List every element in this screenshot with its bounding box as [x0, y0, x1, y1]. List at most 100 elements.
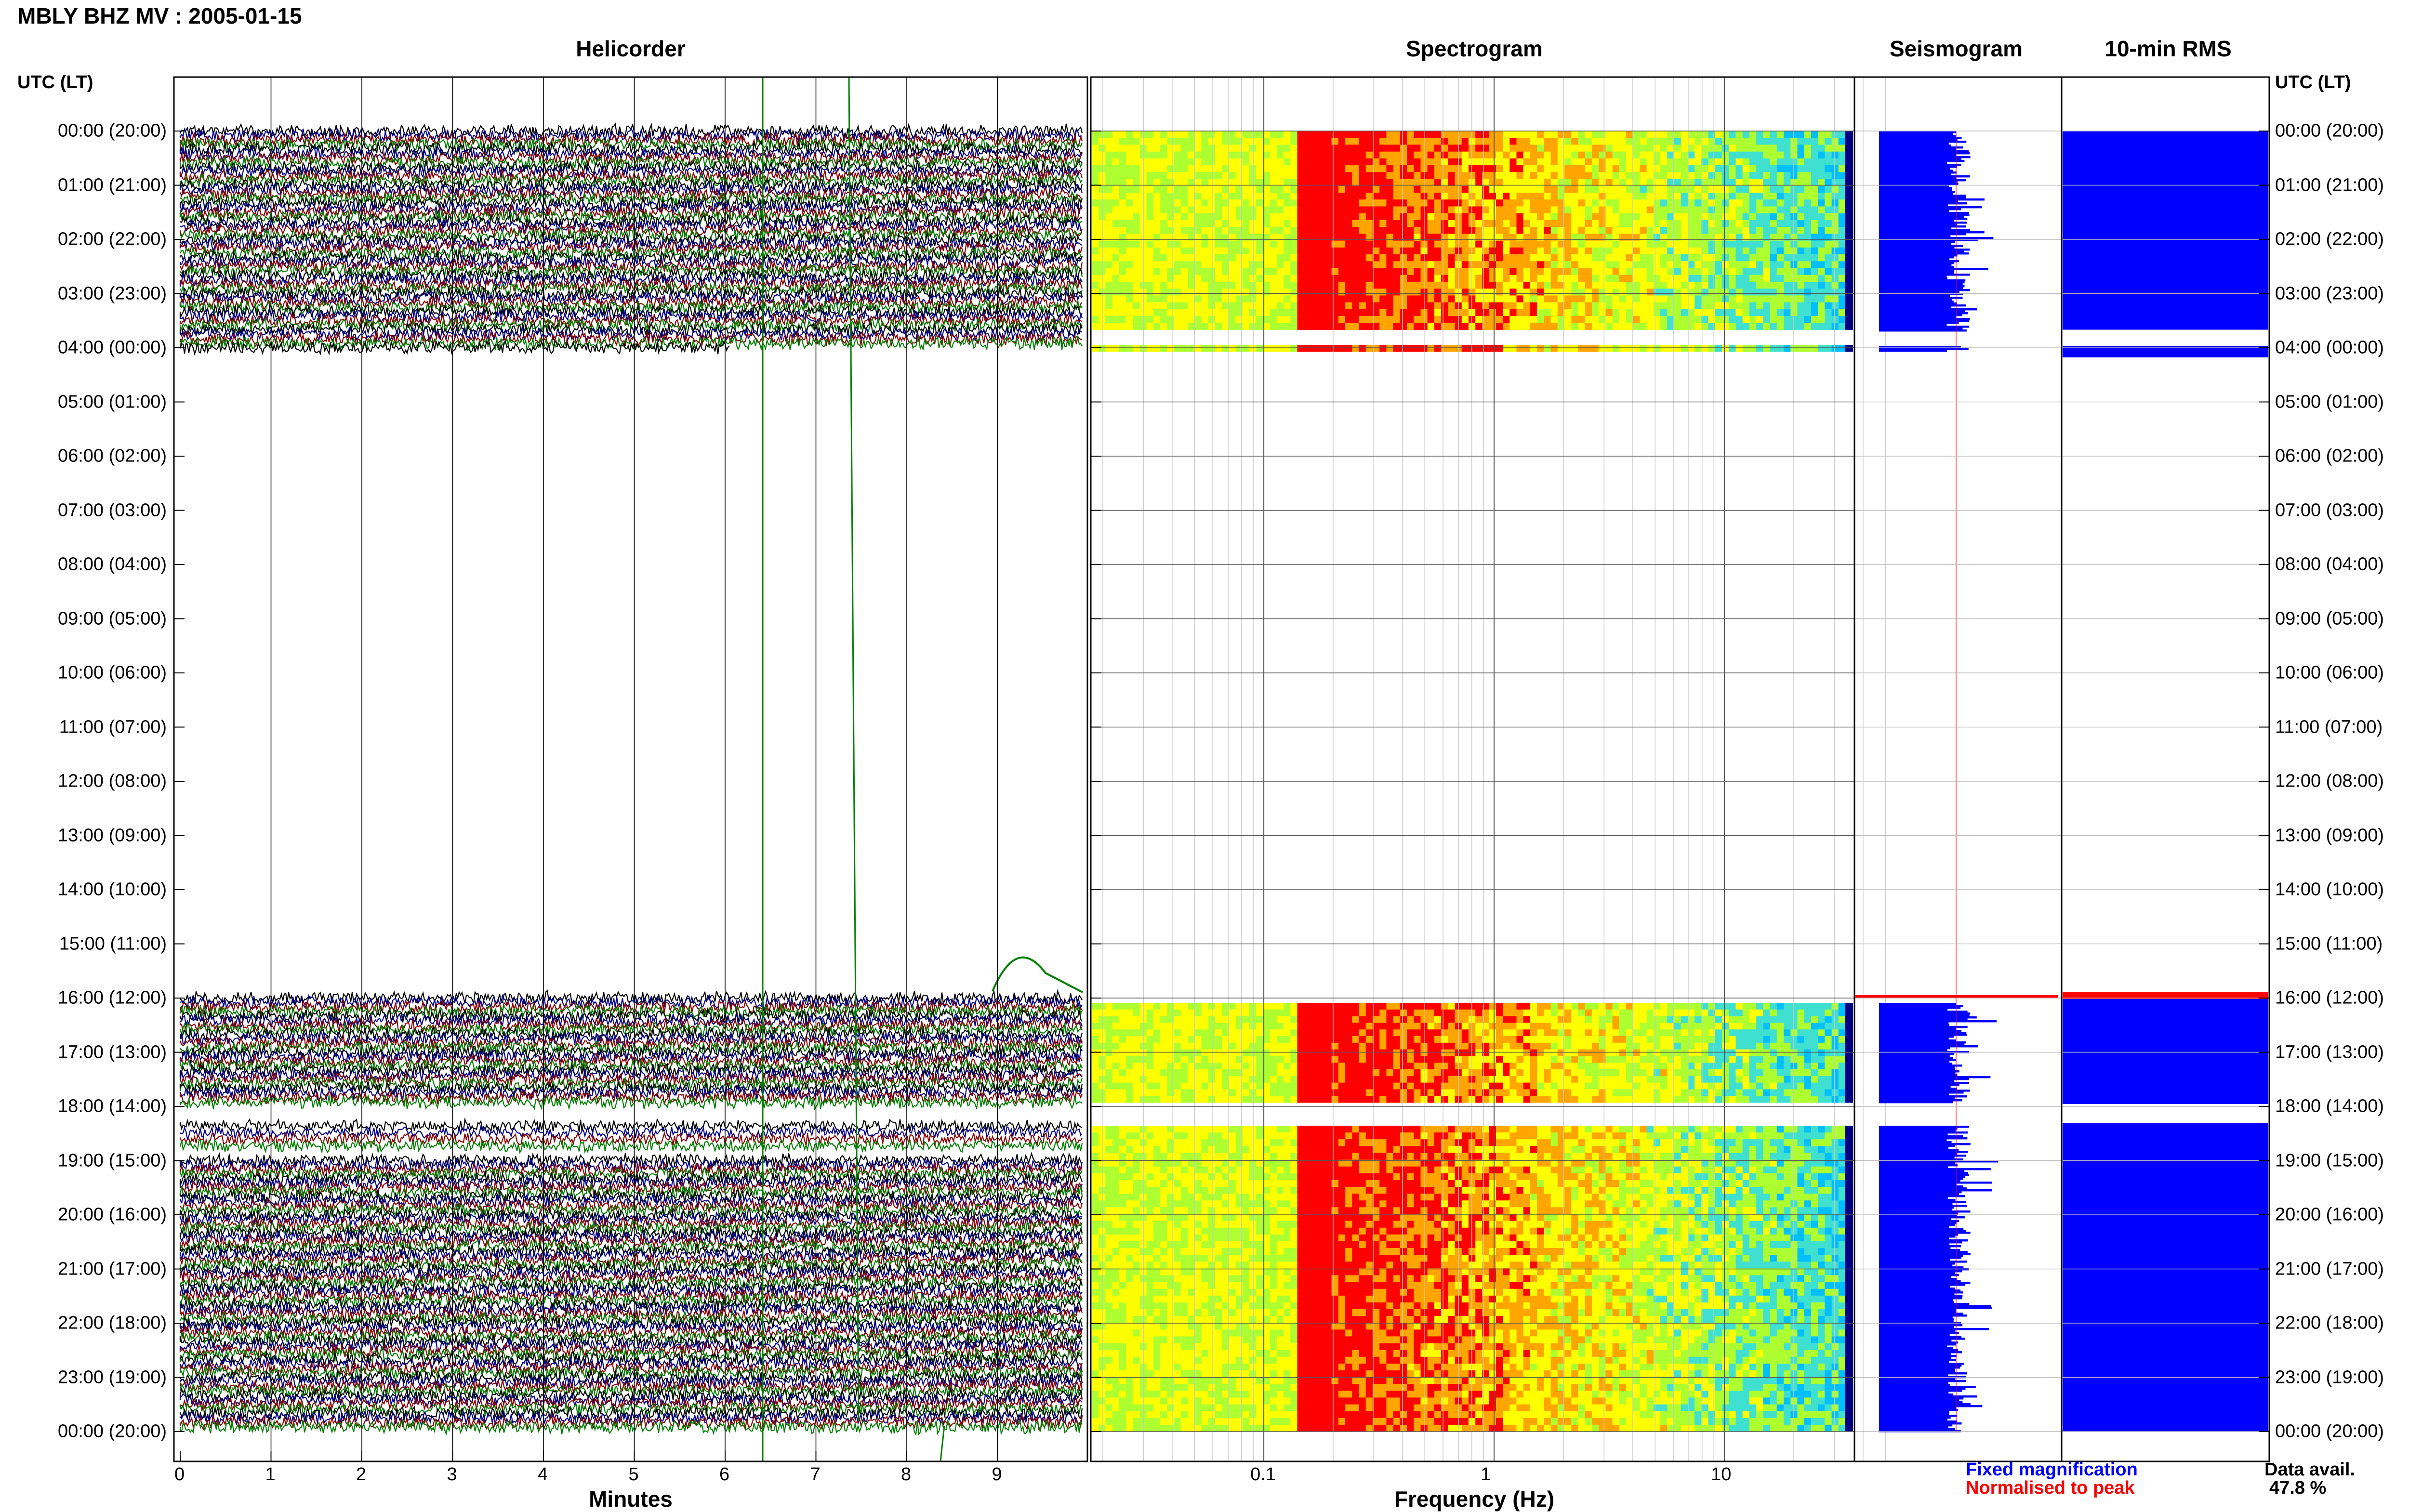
spectrogram-cell	[1379, 316, 1387, 323]
spectrogram-cell	[1667, 206, 1675, 214]
spectrogram-cell	[1222, 1076, 1229, 1083]
spectrogram-cell	[1701, 281, 1709, 289]
spectrogram-cell	[1571, 193, 1579, 200]
spectrogram-cell	[1701, 240, 1709, 248]
spectrogram-cell	[1324, 1042, 1332, 1050]
spectrogram-cell	[1290, 316, 1298, 323]
spectrogram-cell	[1612, 302, 1620, 310]
spectrogram-cell	[1756, 227, 1763, 234]
spectrogram-cell	[1564, 289, 1572, 296]
spectrogram-cell	[1441, 1082, 1448, 1090]
spectrogram-cell	[1386, 254, 1394, 262]
spectrogram-cell	[1770, 1056, 1777, 1063]
spectrogram-cell	[1167, 1042, 1175, 1050]
spectrogram-cell	[1626, 275, 1633, 282]
spectrogram-cell	[1619, 220, 1627, 227]
spectrogram-cell	[1701, 165, 1709, 172]
spectrogram-cell	[1790, 1082, 1798, 1090]
spectrogram-cell	[1126, 240, 1133, 248]
spectrogram-cell	[1365, 131, 1373, 138]
spectrogram-cell	[1242, 165, 1250, 172]
spectrogram-cell	[1215, 1089, 1222, 1096]
spectrogram-cell	[1324, 316, 1332, 323]
spectrogram-cell	[1297, 1016, 1305, 1023]
spectrogram-cell	[1660, 1016, 1668, 1023]
spectrogram-cell	[1475, 1023, 1482, 1030]
spectrogram-cell	[1119, 227, 1126, 234]
spectrogram-cell	[1290, 1056, 1298, 1063]
spectrogram-cell	[1400, 240, 1407, 248]
spectrogram-cell	[1585, 254, 1592, 262]
spectrogram-cell	[1804, 1023, 1812, 1030]
spectrogram-cell	[1256, 268, 1263, 276]
spectrogram-cell	[1249, 261, 1257, 268]
spectrogram-cell	[1386, 247, 1394, 255]
spectrogram-cell	[1461, 1076, 1469, 1083]
spectrogram-cell	[1838, 1016, 1846, 1023]
spectrogram-cell	[1099, 261, 1106, 268]
spectrogram-cell	[1420, 268, 1428, 276]
spectrogram-cell	[1284, 1009, 1291, 1016]
spectrogram-cell	[1105, 316, 1113, 323]
spectrogram-cell	[1461, 227, 1469, 234]
spectrogram-cell	[1297, 165, 1305, 172]
spectrogram-cell	[1797, 158, 1805, 166]
spectrogram-cell	[1667, 309, 1675, 316]
spectrogram-cell	[1365, 1023, 1373, 1030]
spectrogram-cell	[1126, 1023, 1133, 1030]
spectrogram-cell	[1790, 1009, 1798, 1016]
spectrogram-cell	[1701, 323, 1709, 330]
spectrogram-cell	[1414, 234, 1421, 241]
spectrogram-cell	[1153, 345, 1161, 352]
spectrogram-cell	[1797, 316, 1805, 323]
spectrogram-cell	[1352, 345, 1360, 352]
spectrogram-cell	[1530, 193, 1537, 200]
spectrogram-cell	[1290, 247, 1298, 255]
spectrogram-cell	[1694, 1076, 1702, 1083]
spectrogram-cell	[1729, 1023, 1736, 1030]
spectrogram-cell	[1653, 1042, 1661, 1050]
spectrogram-cell	[1770, 1036, 1777, 1043]
spectrogram-cell	[1400, 1056, 1407, 1063]
spectrogram-cell	[1591, 1076, 1599, 1083]
spectrogram-cell	[1229, 220, 1236, 227]
spectrogram-cell	[1284, 199, 1291, 207]
spectrogram-cell	[1099, 1089, 1106, 1096]
spectrogram-cell	[1599, 289, 1606, 296]
spectrogram-cell	[1564, 206, 1572, 214]
spectrogram-cell	[1804, 323, 1812, 330]
spectrogram-cell	[1763, 172, 1771, 179]
spectrogram-cell	[1304, 220, 1311, 227]
spectrogram-cell	[1523, 281, 1531, 289]
spectrogram-cell	[1215, 1056, 1222, 1063]
spectrogram-cell	[1612, 165, 1620, 172]
spectrogram-cell	[1160, 1076, 1167, 1083]
spectrogram-cell	[1591, 213, 1599, 221]
spectrogram-cell	[1708, 295, 1716, 302]
spectrogram-cell	[1646, 1016, 1654, 1023]
spectrogram-cell	[1174, 309, 1181, 316]
spectrogram-cell	[1735, 1069, 1743, 1077]
spectrogram-cell	[1585, 345, 1592, 352]
spectrogram-cell	[1763, 158, 1771, 166]
spectrogram-cell	[1681, 1063, 1688, 1070]
spectrogram-cell	[1523, 1076, 1531, 1083]
spectrogram-cell	[1557, 345, 1565, 352]
spectrogram-cell	[1461, 295, 1469, 302]
spectrogram-cell	[1359, 261, 1366, 268]
spectrogram-cell	[1619, 295, 1627, 302]
spectrogram-cell	[1311, 254, 1318, 262]
spectrogram-cell	[1544, 1082, 1551, 1090]
spectrogram-cell	[1756, 281, 1763, 289]
spectrogram-cell	[1804, 165, 1812, 172]
spectrogram-cell	[1427, 213, 1435, 221]
spectrogram-cell	[1564, 172, 1572, 179]
spectrogram-cell	[1790, 220, 1798, 227]
spectrogram-cell	[1276, 1056, 1284, 1063]
spectrogram-cell	[1770, 261, 1777, 268]
spectrogram-cell	[1448, 172, 1456, 179]
spectrogram-cell	[1290, 1029, 1298, 1037]
spectrogram-cell	[1119, 254, 1126, 262]
spectrogram-cell	[1441, 316, 1448, 323]
spectrogram-cell	[1749, 151, 1757, 159]
